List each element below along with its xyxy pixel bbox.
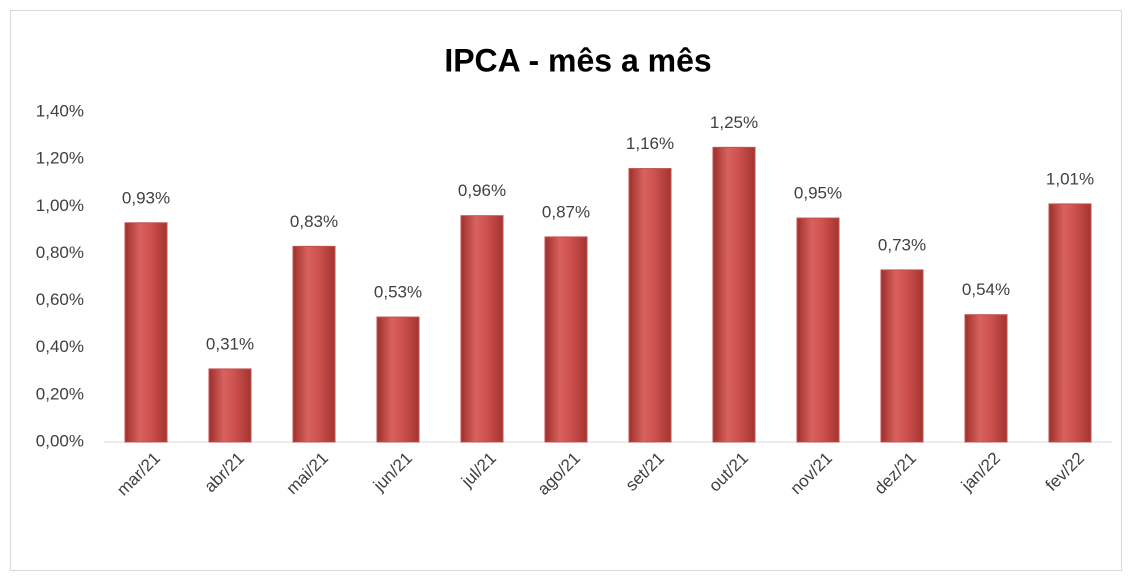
y-tick-label: 0,60% — [36, 290, 84, 309]
data-label: 0,96% — [458, 181, 506, 200]
bar — [964, 314, 1008, 443]
bar — [124, 222, 168, 443]
chart-title: IPCA - mês a mês — [444, 42, 711, 78]
data-label: 0,95% — [794, 184, 842, 203]
bar — [208, 368, 252, 443]
data-label: 0,83% — [290, 212, 338, 231]
bar — [292, 245, 336, 443]
y-tick-label: 1,20% — [36, 149, 84, 168]
y-tick-label: 0,20% — [36, 384, 84, 403]
bar — [460, 215, 504, 443]
y-tick-label: 1,00% — [36, 196, 84, 215]
bar — [712, 146, 756, 443]
y-tick-label: 0,80% — [36, 243, 84, 262]
data-label: 0,73% — [878, 235, 926, 254]
data-label: 1,25% — [710, 113, 758, 132]
bar — [628, 168, 672, 443]
data-label: 0,87% — [542, 202, 590, 221]
data-label: 0,53% — [374, 283, 422, 302]
data-label: 0,31% — [206, 334, 254, 353]
data-label: 1,01% — [1046, 169, 1094, 188]
bar — [544, 236, 588, 443]
y-tick-label: 0,00% — [36, 431, 84, 450]
y-tick-label: 1,40% — [36, 101, 84, 120]
y-tick-label: 0,40% — [36, 337, 84, 356]
data-label: 1,16% — [626, 134, 674, 153]
bar — [880, 269, 924, 443]
data-label: 0,54% — [962, 280, 1010, 299]
bar — [796, 217, 840, 443]
bar — [376, 316, 420, 443]
data-label: 0,93% — [122, 188, 170, 207]
bar — [1048, 203, 1092, 443]
